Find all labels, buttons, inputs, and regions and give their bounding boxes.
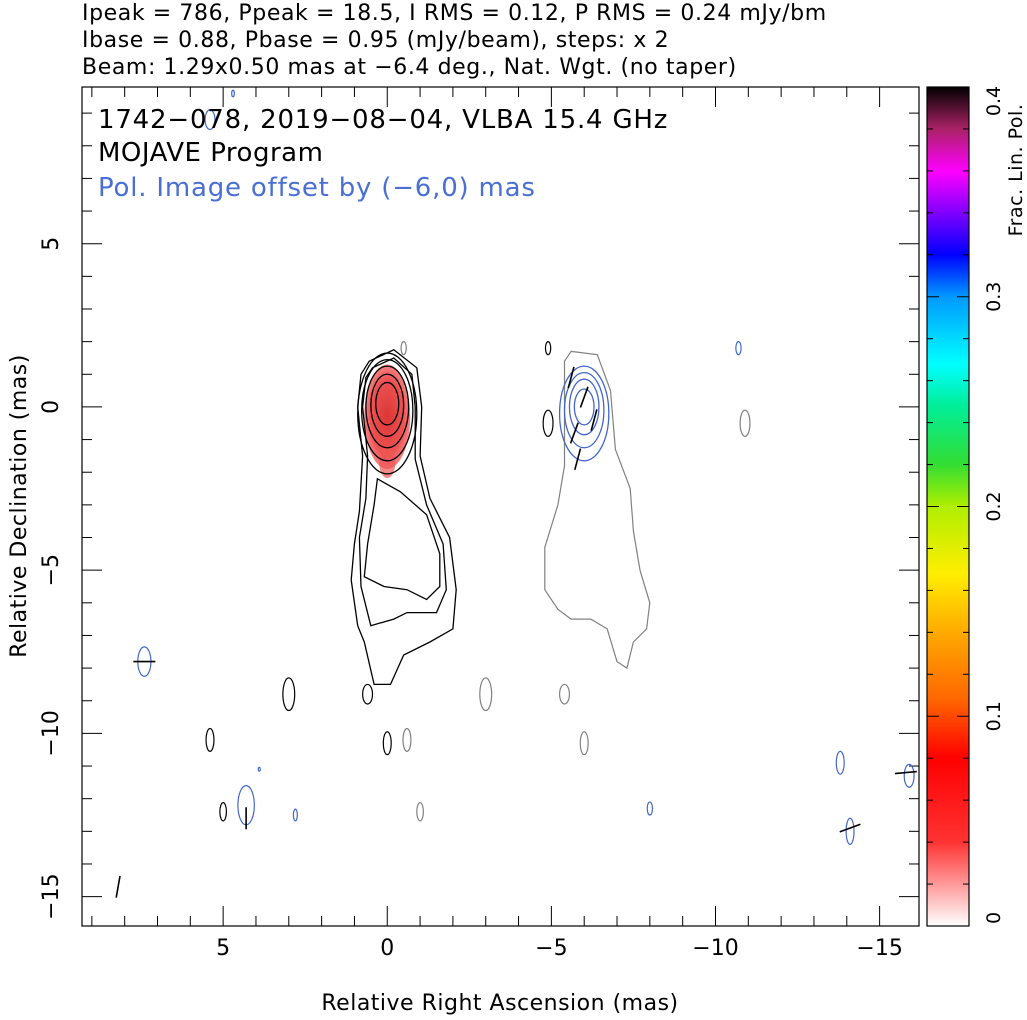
colorbar-label: Frac. Lin. Pol. xyxy=(1005,104,1027,237)
colorbar-tick-label: 0.4 xyxy=(983,86,1005,116)
pol-contour xyxy=(558,365,610,462)
fractional-pol-patch xyxy=(364,364,411,469)
pol-noise-contour xyxy=(739,409,751,437)
colorbar-tick-label: 0.1 xyxy=(983,701,1005,731)
colorbar-tick-label: 0 xyxy=(983,912,1005,924)
plot-frame xyxy=(81,86,920,927)
y-axis-label: Relative Declination (mas) xyxy=(7,354,32,658)
fractional-pol-patch xyxy=(379,446,396,479)
evpa-tick xyxy=(569,422,579,444)
pol-noise-contour xyxy=(579,731,589,756)
colorbar-tick-labels: 0 0.1 0.2 0.3 0.4 xyxy=(983,86,1005,924)
pol-noise-contour xyxy=(903,763,915,788)
evpa-tick xyxy=(567,366,575,389)
y-tick-label: 5 xyxy=(39,237,64,251)
evpa-tick xyxy=(590,409,598,431)
total-intensity-contour xyxy=(361,358,414,462)
colorbar-ticks xyxy=(927,86,969,927)
pol-noise-contour xyxy=(735,341,742,356)
noise-contour xyxy=(542,409,554,437)
pol-contour xyxy=(563,372,605,449)
pol-noise-contour xyxy=(231,89,235,98)
colorbar-tick-label: 0.2 xyxy=(983,491,1005,521)
x-tick-label: 0 xyxy=(380,936,394,961)
noise-contour xyxy=(362,683,374,705)
colorbar-tick-label: 0.3 xyxy=(983,282,1005,312)
pol-contour xyxy=(573,388,595,426)
pol-noise-contour xyxy=(257,766,261,772)
evpa-tick xyxy=(574,448,582,470)
x-tick-label: 5 xyxy=(216,936,230,961)
pol-noise-contour xyxy=(558,683,571,705)
total-intensity-contour xyxy=(365,365,410,449)
x-tick-label: −10 xyxy=(692,936,738,961)
total-intensity-contour xyxy=(357,352,418,475)
pol-offset-annotation: Pol. Image offset by (−6,0) mas xyxy=(98,173,536,203)
total-intensity-contour xyxy=(350,349,457,686)
pol-noise-contour xyxy=(835,750,845,775)
y-tick-label: −10 xyxy=(39,710,64,756)
evpa-tick xyxy=(839,823,861,833)
pol-noise-contour xyxy=(416,801,424,822)
source-annotation: 1742−078, 2019−08−04, VLBA 15.4 GHz xyxy=(98,105,668,135)
pol-noise-contour xyxy=(292,808,298,822)
y-tick-label: −15 xyxy=(39,873,64,919)
pol-noise-contour xyxy=(646,801,654,816)
pol-noise-contour xyxy=(845,817,855,845)
program-annotation: MOJAVE Program xyxy=(98,138,323,168)
header-line-3: Beam: 1.29x0.50 mas at −6.4 deg., Nat. W… xyxy=(82,55,737,80)
plot-area xyxy=(115,89,917,898)
x-axis-label: Relative Right Ascension (mas) xyxy=(321,991,678,1016)
evpa-tick xyxy=(579,386,589,408)
axis-ticks xyxy=(82,87,919,926)
noise-contour xyxy=(544,341,552,356)
header-line-2: Ibase = 0.88, Pbase = 0.95 (mJy/beam), s… xyxy=(82,28,670,53)
pol-noise-contour xyxy=(479,677,493,712)
axis-tick-labels: 5 0 −5 −10 −15 5 0 −5 −10 −15 xyxy=(39,237,903,961)
y-tick-label: −5 xyxy=(39,554,64,586)
pol-noise-contour xyxy=(402,727,412,752)
header-line-1: Ipeak = 786, Ppeak = 18.5, I RMS = 0.12,… xyxy=(82,1,827,26)
evpa-tick xyxy=(115,875,121,898)
x-tick-label: −5 xyxy=(535,936,567,961)
pol-noise-contour xyxy=(400,341,407,356)
total-intensity-contour xyxy=(375,381,400,426)
pol-noise-contour xyxy=(204,109,216,131)
pol-image-outline xyxy=(544,350,651,670)
noise-contour xyxy=(282,677,296,712)
noise-contour xyxy=(219,801,228,822)
total-intensity-contour xyxy=(370,373,405,437)
noise-contour xyxy=(205,727,215,752)
y-tick-label: 0 xyxy=(39,400,64,414)
noise-contour xyxy=(382,731,392,756)
total-intensity-contour xyxy=(363,477,441,601)
evpa-tick xyxy=(894,770,917,775)
pol-contour xyxy=(568,378,600,436)
total-intensity-contour xyxy=(358,357,447,627)
x-tick-label: −15 xyxy=(856,936,902,961)
